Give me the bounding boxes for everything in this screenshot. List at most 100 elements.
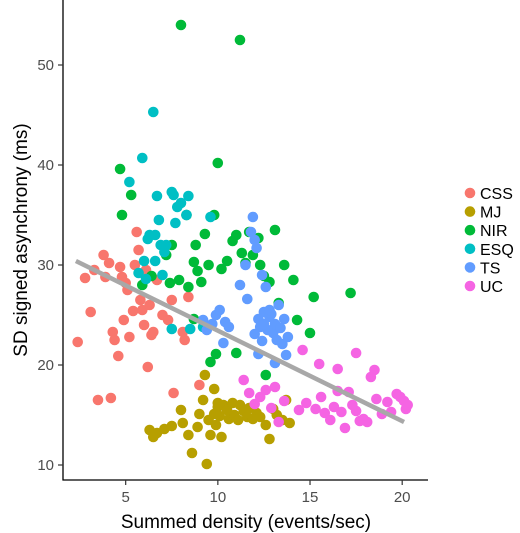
series-esq [124, 106, 216, 335]
legend-key-css [464, 187, 476, 199]
point-nir [278, 259, 290, 271]
legend-key-esq [464, 243, 476, 255]
point-ts [256, 269, 268, 281]
point-css [162, 314, 174, 326]
point-css [85, 306, 96, 318]
point-css [98, 249, 109, 261]
y-tick-label: 50 [37, 57, 54, 74]
point-css [183, 291, 194, 303]
point-nir [304, 327, 316, 339]
point-mj [212, 397, 224, 409]
point-uc [361, 416, 373, 428]
trend-line [74, 258, 406, 425]
point-nir [231, 347, 242, 359]
point-nir [116, 209, 128, 221]
point-uc [243, 387, 255, 399]
point-mj [201, 458, 213, 470]
point-mj [194, 408, 205, 420]
point-uc [293, 404, 305, 416]
point-css [107, 326, 119, 338]
point-esq [137, 152, 148, 164]
point-uc [260, 384, 272, 396]
point-uc [269, 381, 281, 393]
point-nir [236, 247, 248, 259]
point-ts [280, 349, 292, 361]
point-ts [273, 299, 285, 311]
point-css [109, 334, 120, 346]
point-css [103, 257, 115, 269]
point-ts [223, 321, 235, 333]
point-ts [256, 335, 268, 347]
y-axis-title: SD signed asynchrony (ms) [11, 123, 32, 356]
point-mj [284, 417, 296, 429]
point-css [194, 379, 205, 391]
point-uc [266, 402, 277, 414]
point-nir [234, 34, 246, 46]
trend-layer [74, 258, 406, 425]
point-css [148, 326, 159, 338]
point-esq [168, 189, 179, 201]
point-css [179, 334, 190, 346]
point-esq [184, 323, 196, 335]
point-uc [402, 399, 414, 411]
point-ts [260, 281, 272, 293]
x-tick-label: 20 [394, 489, 411, 506]
point-mj [254, 411, 266, 423]
point-nir [221, 255, 233, 267]
point-css [129, 259, 141, 271]
legend-key-ts [464, 262, 476, 273]
point-uc [297, 344, 308, 356]
point-ts [264, 304, 275, 316]
point-esq [138, 255, 150, 267]
point-css [168, 387, 179, 399]
point-nir [288, 274, 299, 286]
point-nir [196, 276, 207, 288]
x-tick-label: 10 [210, 489, 227, 506]
point-css [118, 314, 130, 326]
point-esq [153, 214, 165, 226]
point-esq [151, 190, 163, 202]
point-css [124, 331, 135, 343]
point-mj [205, 429, 216, 441]
point-ts [278, 313, 290, 325]
point-uc [313, 358, 325, 370]
point-mj [210, 419, 222, 431]
point-nir [291, 314, 303, 326]
y-tick-label: 40 [37, 157, 54, 174]
point-nir [203, 259, 214, 271]
point-esq [181, 209, 192, 221]
legend-label-ts: TS [480, 260, 500, 277]
series-ts [197, 211, 294, 369]
point-esq [140, 273, 152, 285]
x-tick-label: 5 [122, 489, 130, 506]
point-nir [345, 287, 356, 299]
point-mj [264, 433, 275, 445]
legend-label-nir: NIR [480, 223, 508, 240]
point-nir [125, 189, 137, 201]
point-ts [251, 242, 262, 254]
y-tick-label: 10 [37, 457, 54, 474]
point-esq [149, 255, 161, 267]
point-esq [170, 217, 181, 229]
legend-label-mj: MJ [480, 205, 501, 222]
point-ts [282, 331, 294, 343]
series-uc [238, 344, 414, 434]
point-uc [369, 364, 380, 376]
point-esq [149, 229, 161, 241]
point-esq [175, 197, 187, 209]
point-mj [232, 414, 244, 426]
point-nir [114, 163, 126, 175]
point-css [142, 361, 154, 373]
legend-key-nir [464, 224, 476, 236]
point-css [114, 261, 126, 273]
point-ts [242, 293, 253, 305]
point-ts [275, 322, 286, 334]
point-nir [175, 19, 187, 31]
point-uc [350, 347, 362, 359]
point-uc [339, 422, 351, 434]
point-nir [183, 281, 194, 293]
point-ts [258, 318, 270, 330]
point-nir [308, 291, 320, 303]
point-uc [315, 391, 327, 403]
